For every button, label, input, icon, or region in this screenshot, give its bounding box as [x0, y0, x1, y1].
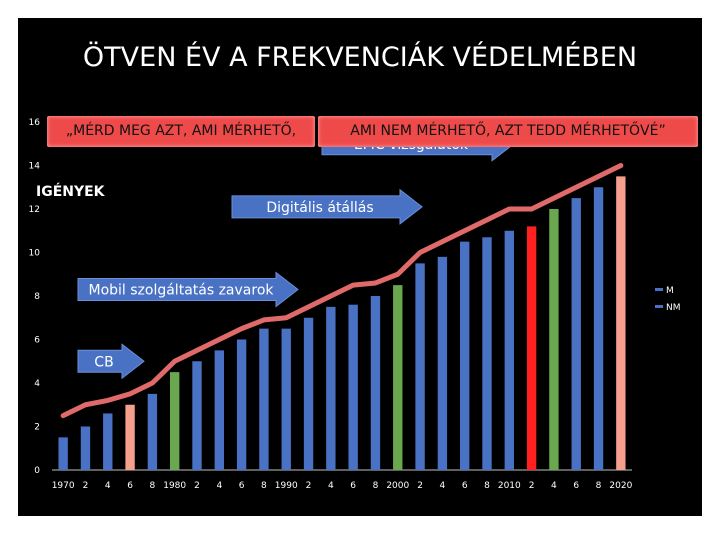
- y-tick-label: 8: [34, 292, 40, 302]
- y-tick-label: 4: [34, 379, 40, 389]
- bar: [348, 304, 358, 470]
- bar: [170, 372, 180, 470]
- page-title: ÖTVEN ÉV A FREKVENCIÁK VÉDELMÉBEN: [82, 42, 638, 73]
- bar: [125, 404, 135, 470]
- x-tick-label: 8: [150, 481, 156, 491]
- bar: [549, 209, 559, 470]
- bar: [326, 306, 336, 470]
- x-tick-label: 6: [350, 481, 356, 491]
- y-tick-label: 6: [34, 336, 40, 346]
- bar: [504, 230, 514, 470]
- x-tick-label: 1990: [275, 481, 298, 491]
- x-tick-label: 8: [484, 481, 490, 491]
- legend-label: M: [666, 286, 674, 296]
- x-tick-label: 6: [573, 481, 579, 491]
- bar: [259, 328, 269, 470]
- x-tick-label: 8: [596, 481, 602, 491]
- annotation-arrow: [231, 188, 423, 225]
- bar: [571, 198, 581, 470]
- x-tick-label: 2: [417, 481, 423, 491]
- y-tick-label: 12: [29, 205, 40, 215]
- needs-line-label: IGÉNYEK: [36, 184, 105, 200]
- annotation-arrow: [77, 343, 145, 380]
- bar: [214, 350, 224, 470]
- x-tick-label: 2: [194, 481, 200, 491]
- y-tick-label: 16: [29, 118, 41, 128]
- x-tick-label: 8: [261, 481, 267, 491]
- bar: [415, 263, 425, 470]
- x-tick-label: 4: [105, 481, 111, 491]
- x-tick-label: 4: [328, 481, 334, 491]
- bar: [80, 426, 91, 470]
- x-tick-label: 2020: [609, 481, 632, 491]
- x-tick-label: 2: [306, 481, 312, 491]
- x-tick-label: 2010: [498, 481, 521, 491]
- bar: [303, 317, 314, 470]
- bar: [103, 413, 113, 470]
- annotation-label: Digitális átállás: [266, 200, 373, 216]
- annotation-arrow: [77, 271, 299, 308]
- bar: [236, 339, 247, 470]
- bar: [281, 328, 291, 470]
- legend-swatch: [655, 305, 663, 308]
- x-tick-label: 2000: [386, 481, 409, 491]
- bar: [393, 285, 403, 470]
- x-tick-label: 4: [216, 481, 222, 491]
- x-tick-label: 6: [462, 481, 468, 491]
- y-tick-label: 14: [29, 162, 41, 172]
- annotation-label: CB: [94, 354, 113, 370]
- quote-banner-left: „MÉRD MEG AZT, AMI MÉRHETŐ,: [47, 116, 315, 147]
- x-tick-label: 8: [373, 481, 379, 491]
- x-tick-label: 4: [551, 481, 557, 491]
- legend-label: NM: [666, 303, 681, 313]
- bar: [593, 187, 604, 470]
- y-tick-label: 2: [34, 423, 40, 433]
- x-tick-label: 1970: [52, 481, 75, 491]
- bar: [58, 437, 68, 470]
- x-tick-label: 6: [239, 481, 245, 491]
- annotation-label: Mobil szolgáltatás zavarok: [88, 282, 274, 298]
- quote-banner-right: AMI NEM MÉRHETŐ, AZT TEDD MÉRHETŐVÉ”: [318, 116, 698, 147]
- x-tick-label: 6: [127, 481, 133, 491]
- legend-swatch: [655, 288, 663, 291]
- x-tick-label: 4: [440, 481, 446, 491]
- bar: [460, 241, 470, 470]
- bar: [192, 361, 202, 470]
- bar: [482, 237, 492, 470]
- needs-line: [60, 163, 624, 419]
- x-tick-label: 1980: [163, 481, 186, 491]
- y-tick-label: 0: [34, 466, 40, 476]
- x-tick-label: 2: [529, 481, 535, 491]
- bar: [147, 393, 158, 470]
- bar: [437, 256, 448, 470]
- bar: [370, 296, 381, 470]
- bar: [616, 176, 626, 470]
- bar: [526, 226, 537, 470]
- x-tick-label: 2: [83, 481, 89, 491]
- y-tick-label: 10: [29, 249, 41, 259]
